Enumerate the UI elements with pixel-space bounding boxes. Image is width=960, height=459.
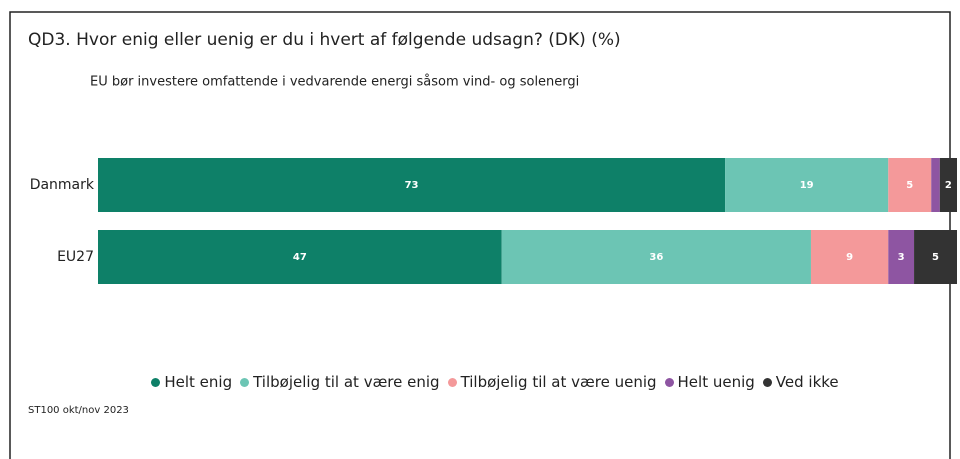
- value-label: 36: [649, 252, 663, 263]
- legend-label: Helt uenig: [677, 373, 755, 391]
- legend-label: Tilbøjelig til at være enig: [253, 373, 440, 391]
- value-label: 3: [898, 252, 905, 263]
- legend-marker: [664, 377, 674, 387]
- bar-segment: [810, 230, 889, 284]
- legend-label: Tilbøjelig til at være uenig: [460, 373, 657, 391]
- bar-segment: [888, 230, 915, 284]
- value-label: 19: [800, 180, 814, 191]
- value-label: 47: [293, 252, 307, 263]
- legend-label: Helt enig: [164, 373, 233, 391]
- chart-subtitle: EU bør investere omfattende i vedvarende…: [90, 75, 579, 90]
- bar-segment: [939, 158, 957, 212]
- category-label: Danmark: [30, 177, 95, 193]
- bar-segment: [98, 158, 726, 212]
- legend-marker: [447, 377, 457, 387]
- value-label: 5: [906, 180, 913, 191]
- legend-item: Tilbøjelig til at være enig: [240, 373, 440, 391]
- bar-segment: [888, 158, 932, 212]
- bar-segment: [98, 230, 502, 284]
- value-label: 9: [846, 252, 853, 263]
- chart-title: QD3. Hvor enig eller uenig er du i hvert…: [28, 30, 621, 50]
- bar-segment: [914, 230, 957, 284]
- legend-marker: [151, 377, 161, 387]
- legend-label: Ved ikke: [775, 373, 839, 391]
- source: ST100 okt/nov 2023: [28, 405, 129, 416]
- value-label: 73: [405, 180, 419, 191]
- value-label: 5: [932, 252, 939, 263]
- legend-marker: [240, 377, 250, 387]
- category-label: EU27: [57, 249, 94, 265]
- bar-segment: [725, 158, 889, 212]
- legend-marker: [762, 377, 772, 387]
- legend-item: Tilbøjelig til at være uenig: [447, 373, 657, 391]
- bar-segment: [931, 158, 940, 212]
- value-label: 2: [945, 180, 952, 191]
- legend-item: Ved ikke: [762, 373, 839, 391]
- legend-item: Helt uenig: [664, 373, 755, 391]
- legend-item: Helt enig: [151, 373, 232, 391]
- legend: Helt enig Tilbøjelig til at være enig Tilb…: [0, 373, 960, 391]
- bar-segment: [501, 230, 811, 284]
